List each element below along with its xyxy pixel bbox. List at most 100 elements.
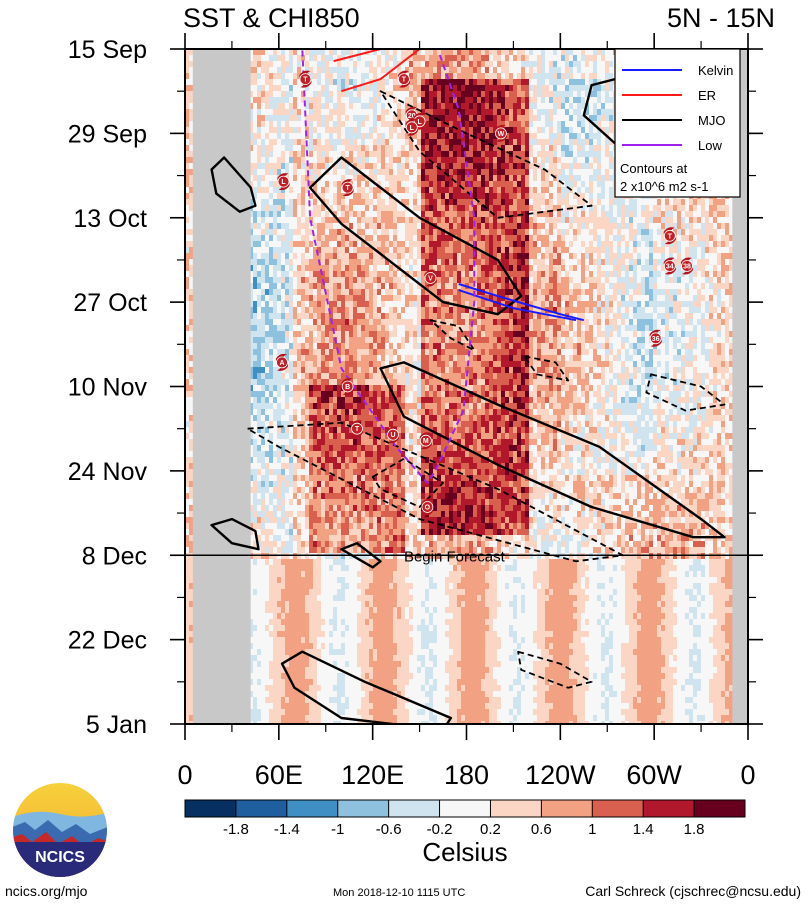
heatmap-cell [509, 229, 513, 235]
heatmap-cell [709, 223, 713, 229]
heatmap-cell [521, 187, 525, 193]
heatmap-cell [597, 133, 601, 139]
heatmap-cell [681, 217, 685, 223]
heatmap-cell [329, 229, 333, 235]
heatmap-cell [189, 301, 193, 307]
heatmap-cell [565, 127, 569, 133]
heatmap-cell [525, 235, 529, 241]
heatmap-cell [421, 139, 425, 145]
heatmap-cell [373, 163, 377, 169]
heatmap-cell [573, 163, 577, 169]
heatmap-cell [277, 193, 281, 199]
heatmap-cell [413, 271, 417, 277]
heatmap-cell [329, 271, 333, 277]
heatmap-cell [473, 205, 477, 211]
heatmap-cell [509, 91, 513, 97]
heatmap-cell [401, 169, 405, 175]
heatmap-cell [333, 253, 337, 259]
heatmap-cell [345, 73, 349, 79]
heatmap-cell [693, 199, 697, 205]
heatmap-cell [465, 67, 469, 73]
heatmap-cell [493, 163, 497, 169]
heatmap-cell [285, 121, 289, 127]
heatmap-cell [493, 295, 497, 301]
heatmap-cell [497, 73, 501, 79]
heatmap-cell [541, 49, 545, 55]
heatmap-cell [269, 121, 273, 127]
heatmap-cell [497, 241, 501, 247]
heatmap-cell [681, 319, 685, 325]
heatmap-cell [453, 211, 457, 217]
heatmap-cell [445, 217, 449, 223]
heatmap-cell [373, 115, 377, 121]
heatmap-cell [449, 265, 453, 271]
heatmap-cell [589, 73, 593, 79]
heatmap-cell [325, 283, 329, 289]
heatmap-cell [189, 307, 193, 313]
heatmap-cell [505, 193, 509, 199]
heatmap-cell [653, 241, 657, 247]
heatmap-cell [293, 139, 297, 145]
heatmap-cell [725, 283, 729, 289]
heatmap-cell [529, 115, 533, 121]
heatmap-cell [273, 301, 277, 307]
heatmap-cell [357, 151, 361, 157]
heatmap-cell [521, 253, 525, 259]
heatmap-cell [277, 109, 281, 115]
heatmap-cell [577, 319, 581, 325]
heatmap-cell [445, 151, 449, 157]
heatmap-cell [465, 265, 469, 271]
heatmap-cell [533, 139, 537, 145]
heatmap-cell [353, 133, 357, 139]
heatmap-cell [249, 91, 253, 97]
heatmap-cell [277, 169, 281, 175]
heatmap-cell [185, 241, 189, 247]
heatmap-cell [345, 277, 349, 283]
heatmap-cell [257, 103, 261, 109]
heatmap-cell [341, 109, 345, 115]
heatmap-cell [481, 115, 485, 121]
heatmap-cell [281, 49, 285, 55]
heatmap-cell [549, 115, 553, 121]
heatmap-cell [497, 193, 501, 199]
heatmap-cell [265, 205, 269, 211]
heatmap-cell [269, 145, 273, 151]
heatmap-cell [581, 319, 585, 325]
heatmap-cell [461, 211, 465, 217]
heatmap-cell [549, 157, 553, 163]
heatmap-cell [273, 211, 277, 217]
heatmap-cell [717, 283, 721, 289]
heatmap-cell [449, 295, 453, 301]
heatmap-cell [597, 163, 601, 169]
heatmap-cell [389, 73, 393, 79]
heatmap-cell [497, 223, 501, 229]
heatmap-cell [493, 175, 497, 181]
heatmap-cell [641, 211, 645, 217]
heatmap-cell [633, 313, 637, 319]
heatmap-cell [473, 85, 477, 91]
heatmap-cell [325, 253, 329, 259]
heatmap-cell [489, 265, 493, 271]
heatmap-cell [441, 193, 445, 199]
heatmap-cell [337, 85, 341, 91]
heatmap-cell [569, 49, 573, 55]
heatmap-cell [473, 295, 477, 301]
heatmap-cell [433, 121, 437, 127]
heatmap-cell [477, 175, 481, 181]
heatmap-cell [537, 211, 541, 217]
heatmap-cell [361, 319, 365, 325]
heatmap-cell [293, 73, 297, 79]
heatmap-cell [365, 115, 369, 121]
heatmap-cell [585, 289, 589, 295]
heatmap-cell [257, 241, 261, 247]
heatmap-cell [361, 217, 365, 223]
heatmap-cell [493, 103, 497, 109]
heatmap-cell [441, 133, 445, 139]
heatmap-cell [541, 79, 545, 85]
heatmap-cell [485, 127, 489, 133]
heatmap-cell [433, 271, 437, 277]
heatmap-cell [441, 139, 445, 145]
heatmap-cell [605, 319, 609, 325]
heatmap-cell [265, 73, 269, 79]
heatmap-cell [293, 229, 297, 235]
